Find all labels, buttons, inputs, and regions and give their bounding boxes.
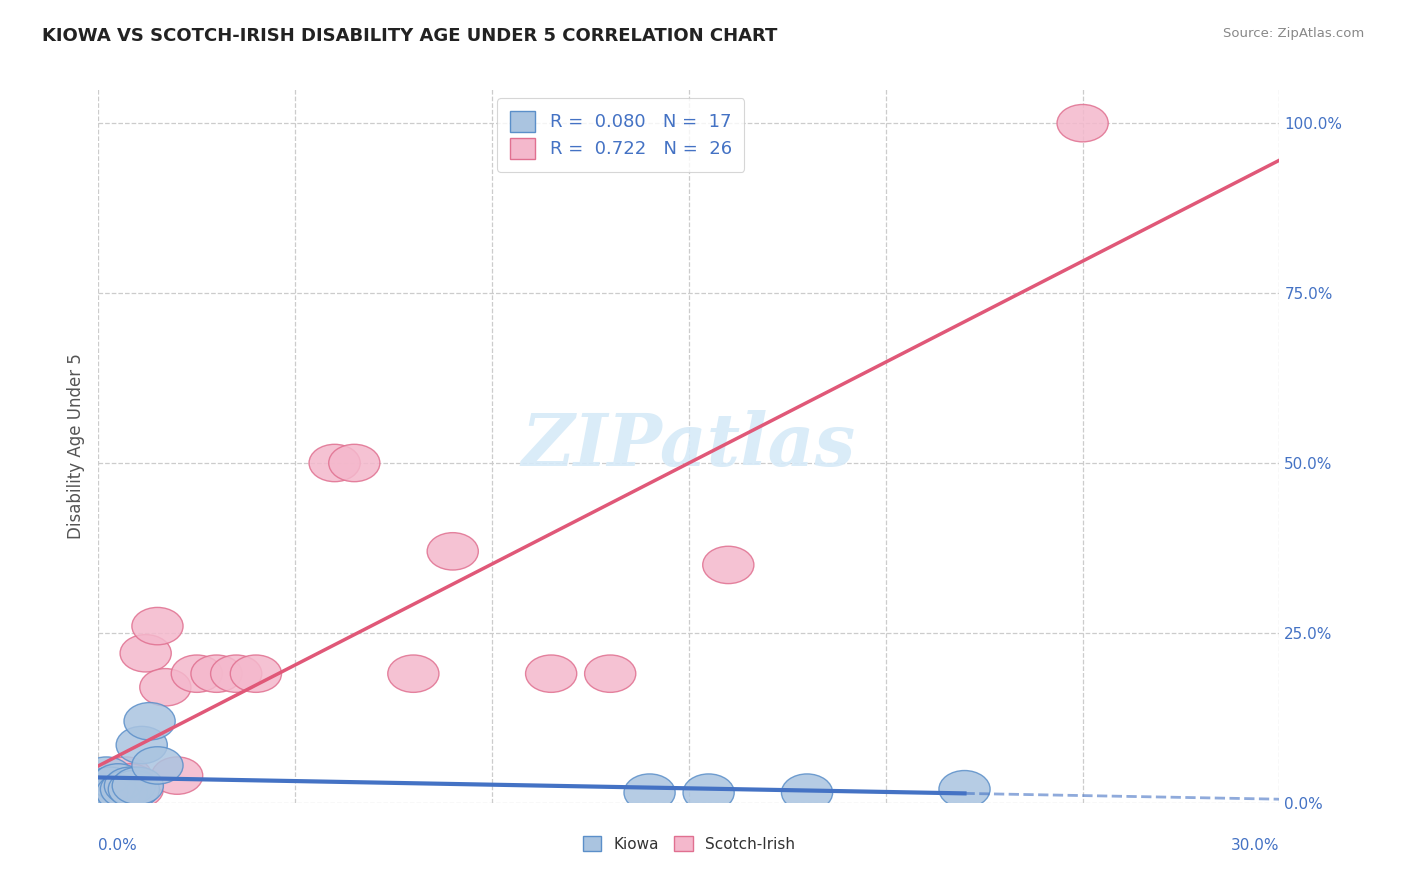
Ellipse shape [93, 764, 143, 801]
Y-axis label: Disability Age Under 5: Disability Age Under 5 [66, 353, 84, 539]
Ellipse shape [388, 655, 439, 692]
Text: 0.0%: 0.0% [98, 838, 138, 854]
Ellipse shape [108, 767, 159, 805]
Ellipse shape [89, 771, 139, 808]
Ellipse shape [80, 757, 132, 794]
Text: Source: ZipAtlas.com: Source: ZipAtlas.com [1223, 27, 1364, 40]
Text: 30.0%: 30.0% [1232, 838, 1279, 854]
Ellipse shape [683, 774, 734, 812]
Ellipse shape [139, 669, 191, 706]
Ellipse shape [427, 533, 478, 570]
Ellipse shape [172, 655, 222, 692]
Ellipse shape [100, 771, 152, 808]
Ellipse shape [231, 655, 281, 692]
Ellipse shape [132, 607, 183, 645]
Ellipse shape [100, 757, 152, 794]
Ellipse shape [191, 655, 242, 692]
Ellipse shape [77, 774, 128, 812]
Ellipse shape [104, 767, 156, 805]
Text: ZIPatlas: ZIPatlas [522, 410, 856, 482]
Ellipse shape [93, 764, 143, 801]
Ellipse shape [112, 767, 163, 805]
Ellipse shape [939, 771, 990, 808]
Ellipse shape [124, 703, 176, 740]
Ellipse shape [97, 767, 148, 805]
Ellipse shape [84, 771, 136, 808]
Ellipse shape [211, 655, 262, 692]
Ellipse shape [112, 771, 163, 808]
Ellipse shape [89, 777, 139, 814]
Ellipse shape [309, 444, 360, 482]
Ellipse shape [77, 774, 128, 812]
Ellipse shape [120, 634, 172, 672]
Ellipse shape [782, 774, 832, 812]
Ellipse shape [80, 777, 132, 814]
Text: KIOWA VS SCOTCH-IRISH DISABILITY AGE UNDER 5 CORRELATION CHART: KIOWA VS SCOTCH-IRISH DISABILITY AGE UND… [42, 27, 778, 45]
Ellipse shape [104, 764, 156, 801]
Ellipse shape [526, 655, 576, 692]
Ellipse shape [329, 444, 380, 482]
Ellipse shape [703, 546, 754, 583]
Ellipse shape [108, 771, 159, 808]
Ellipse shape [97, 774, 148, 812]
Ellipse shape [152, 757, 202, 794]
Ellipse shape [84, 767, 136, 805]
Ellipse shape [585, 655, 636, 692]
Ellipse shape [117, 726, 167, 764]
Ellipse shape [1057, 104, 1108, 142]
Ellipse shape [132, 747, 183, 784]
Legend: Kiowa, Scotch-Irish: Kiowa, Scotch-Irish [575, 828, 803, 859]
Ellipse shape [624, 774, 675, 812]
